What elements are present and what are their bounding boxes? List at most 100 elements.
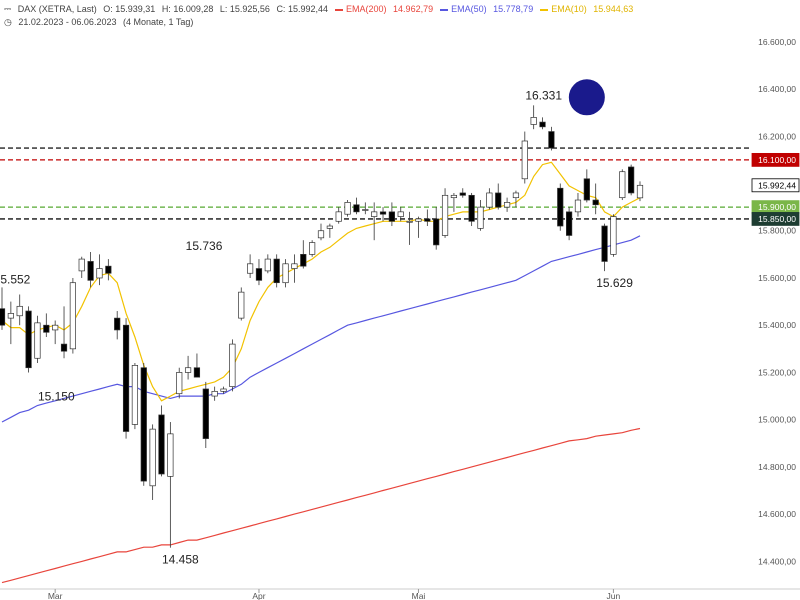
candle xyxy=(193,353,201,378)
y-tick-label: 16.400,00 xyxy=(758,84,796,94)
price-badge: 15.850,00 xyxy=(751,212,800,226)
candle xyxy=(211,386,218,401)
candle xyxy=(619,169,626,201)
candle-body xyxy=(566,211,573,236)
candle xyxy=(353,197,360,215)
candle-body xyxy=(539,121,546,128)
candle xyxy=(583,169,590,203)
candle-body xyxy=(503,202,511,208)
candle xyxy=(220,386,227,394)
candle-body xyxy=(291,263,298,269)
candle-body xyxy=(628,166,635,194)
candle-body xyxy=(7,313,14,319)
candle-body xyxy=(379,211,387,215)
ema10-line xyxy=(1,161,641,402)
candle xyxy=(87,252,94,288)
ema50-label: EMA(50) xyxy=(451,4,487,14)
candle xyxy=(140,363,147,486)
price-badge-box xyxy=(751,152,800,167)
candle xyxy=(184,355,192,380)
candle-body xyxy=(521,140,528,180)
candle-body xyxy=(69,282,76,350)
price-badge-box xyxy=(751,212,800,226)
candle-body xyxy=(636,184,644,199)
candle xyxy=(495,183,502,210)
candle-body xyxy=(557,187,564,227)
x-tick-label: Mar xyxy=(48,591,63,600)
x-tick-label: Jun xyxy=(607,591,621,600)
candle-body xyxy=(388,211,395,222)
candle xyxy=(43,313,50,338)
y-tick-label: 14.800,00 xyxy=(758,462,796,472)
candle-body xyxy=(610,216,617,255)
candle xyxy=(433,207,440,250)
candle-body xyxy=(220,388,227,392)
candle xyxy=(16,294,23,326)
price-annotation: 16.331 xyxy=(525,88,562,102)
clock-icon: ◷ xyxy=(4,17,12,27)
candle xyxy=(264,254,271,274)
y-tick-label: 16.600,00 xyxy=(758,37,796,47)
candle-body xyxy=(16,305,23,317)
high-value: H: 16.009,28 xyxy=(161,4,214,14)
candle-body xyxy=(273,258,280,284)
candle-body xyxy=(601,225,608,262)
candle-body xyxy=(176,372,183,395)
ema200-line xyxy=(1,427,641,584)
candle-body xyxy=(344,202,351,215)
candle-body xyxy=(0,308,6,326)
y-tick-label: 15.200,00 xyxy=(758,367,796,377)
candle xyxy=(122,318,130,439)
candle xyxy=(379,207,387,222)
candle xyxy=(247,254,254,278)
candle-body xyxy=(255,268,263,281)
candle-body xyxy=(193,367,201,378)
ema200-label: EMA(200) xyxy=(346,4,387,14)
candle xyxy=(291,254,298,283)
candle xyxy=(282,259,289,288)
candle-body xyxy=(362,209,369,211)
y-tick-label: 15.000,00 xyxy=(758,415,796,425)
candle-body xyxy=(353,204,360,213)
candle xyxy=(459,188,466,198)
candle xyxy=(530,105,537,130)
price-badge-label: 15.992,44 xyxy=(758,180,796,190)
candle xyxy=(34,315,41,363)
ema10-swatch xyxy=(539,8,548,11)
candle-body xyxy=(468,194,475,222)
price-badge: 16.100,00 xyxy=(751,152,800,167)
price-annotation: 15.150 xyxy=(38,389,75,403)
candle-body xyxy=(415,218,422,222)
date-range: 21.02.2023 - 06.06.2023 xyxy=(18,17,117,27)
candle xyxy=(486,188,493,210)
candle-body xyxy=(459,192,466,196)
period-length: (4 Monate, 1 Tag) xyxy=(122,17,194,27)
price-badge-label: 15.900,00 xyxy=(758,202,796,212)
instrument-name: DAX (XETRA, Last) xyxy=(17,4,97,14)
price-annotation: 15.629 xyxy=(596,276,633,290)
price-annotation: 15.552 xyxy=(0,272,31,286)
candle-body xyxy=(424,218,431,222)
y-tick-label: 14.400,00 xyxy=(758,556,796,566)
candles-layer xyxy=(0,105,644,548)
candle-body xyxy=(530,117,537,125)
candle-body xyxy=(105,265,112,274)
y-tick-label: 15.600,00 xyxy=(758,273,796,283)
candle xyxy=(114,311,121,340)
candle-body xyxy=(114,317,121,331)
candle xyxy=(131,363,139,430)
candle-body xyxy=(371,211,378,217)
candle xyxy=(167,422,174,548)
y-tick-label: 14.600,00 xyxy=(758,509,796,519)
candle xyxy=(441,188,449,238)
candle-body xyxy=(131,365,139,425)
ema10-label: EMA(10) xyxy=(551,4,587,14)
candle xyxy=(450,192,458,212)
candle-body xyxy=(335,211,342,222)
candle xyxy=(300,240,307,269)
candle xyxy=(406,211,413,245)
candle-body xyxy=(397,211,404,217)
candle-body xyxy=(25,310,32,369)
x-tick-label: Mai xyxy=(412,591,426,600)
